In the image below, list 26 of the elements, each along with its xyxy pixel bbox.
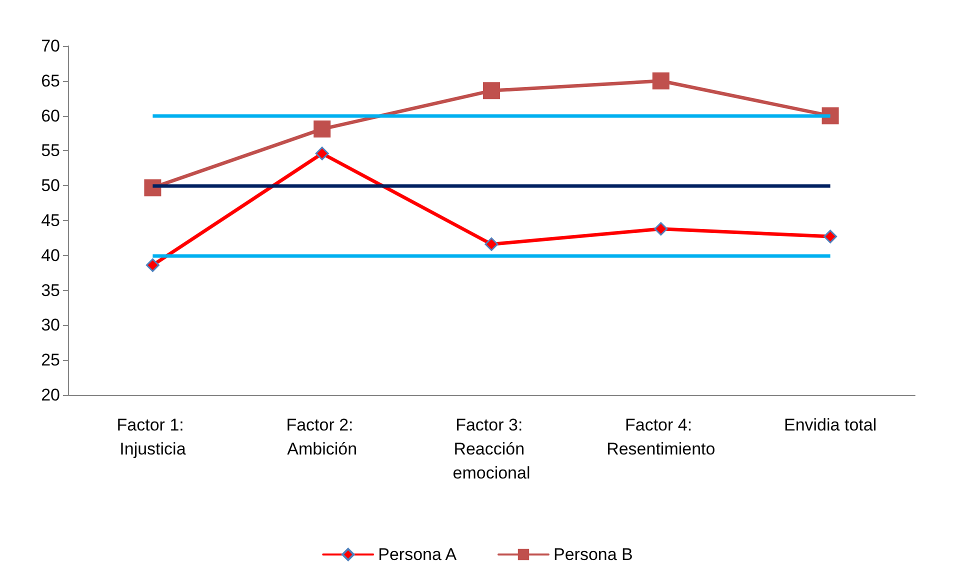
x-tick-label: Factor 3: Reacción emocional bbox=[452, 416, 530, 482]
y-tick-label: 60 bbox=[41, 106, 60, 126]
y-tick-label: 25 bbox=[41, 350, 60, 370]
point bbox=[315, 146, 329, 160]
point bbox=[146, 258, 160, 272]
y-tick-label: 30 bbox=[41, 316, 60, 335]
point bbox=[654, 222, 668, 236]
x-tick-label: Factor 2: Ambición bbox=[286, 416, 358, 458]
y-tick-label: 45 bbox=[41, 211, 60, 230]
y-tick-label: 65 bbox=[41, 71, 60, 90]
y-tick-label: 50 bbox=[41, 176, 60, 196]
legend-label: Persona B bbox=[554, 545, 633, 564]
y-tick-label: 40 bbox=[41, 246, 60, 265]
x-tick-label: Envidia total bbox=[784, 416, 877, 434]
y-tick-label: 55 bbox=[41, 141, 60, 160]
y-tick-label: 20 bbox=[41, 386, 60, 404]
point bbox=[483, 82, 500, 100]
y-tick-label: 70 bbox=[41, 36, 60, 56]
point bbox=[824, 230, 838, 244]
x-tick-label: Factor 1: Injusticia bbox=[116, 416, 189, 458]
point bbox=[314, 120, 331, 138]
x-tick-label: Factor 4: Resentimiento bbox=[606, 416, 716, 458]
legend-label: Persona A bbox=[378, 545, 458, 564]
y-tick-label: 35 bbox=[41, 280, 60, 300]
point bbox=[484, 237, 498, 251]
point bbox=[652, 72, 670, 90]
